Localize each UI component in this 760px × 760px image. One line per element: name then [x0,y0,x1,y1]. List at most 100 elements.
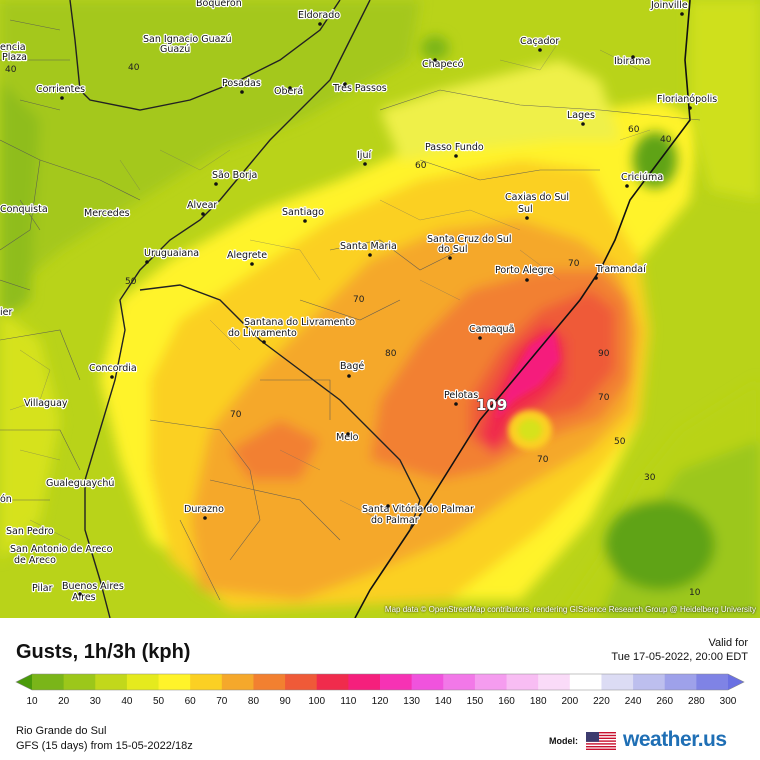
scale-tick-label: 40 [121,696,133,707]
max-gust-label: 109 [476,396,507,414]
city-label: Camaquã [469,324,514,335]
city-label: ier [0,307,12,318]
municipal-borders [9,39,651,541]
city-label: do Palmar [371,515,419,526]
scale-swatch [380,674,413,690]
city-label: do Livramento [228,328,297,339]
city-label: Ijuí [357,150,371,161]
city-label: Gualeguaychú [46,478,114,489]
city-label: Passo Fundo [425,142,484,153]
gust-core [495,330,560,450]
city-label: San Pedro [6,526,54,537]
city-label: Chapecó [422,59,464,70]
region-name: Rio Grande do Sul [16,725,107,737]
isoline-label: 40 [128,63,140,73]
isoline-label: 90 [598,349,610,359]
valid-value: Tue 17-05-2022, 20:00 EDT [611,651,748,663]
city-label: Bagé [340,361,364,372]
city-label: Santa Cruz do Sul [427,234,512,245]
scale-tick-label: 120 [372,696,389,707]
legend-title: Gusts, 1h/3h (kph) [16,641,191,663]
valid-label: Valid for [708,637,748,649]
scale-swatch [221,674,254,690]
gust-shading [0,0,700,610]
isoline-label: 40 [660,135,672,145]
admin-borders [0,19,701,601]
city-label: San Ignacio Guazú [143,34,231,45]
city-label: Uruguaiana [144,248,199,259]
isoline-label: 50 [614,437,626,447]
isoline-label: 70 [353,295,365,305]
city-label: São Borja [212,170,257,181]
scale-tick-label: 90 [280,696,292,707]
scale-tick-label: 160 [498,696,515,707]
city-label: Durazno [184,504,224,515]
scale-swatch [728,674,744,690]
scale-tick-label: 260 [656,696,673,707]
map-attribution[interactable]: Map data © OpenStreetMap contributors, r… [384,605,756,614]
scale-swatch [158,674,191,690]
scale-swatch [474,674,508,690]
city-label: Alegrete [227,250,267,261]
isoline-label: 60 [415,161,427,171]
scale-swatch [601,674,634,690]
scale-swatch [696,674,729,690]
city-label: Pelotas [444,390,478,401]
scale-tick-label: 110 [340,696,356,707]
city-label: Boqueron [196,0,242,9]
isoline-label: 30 [644,473,656,483]
scale-tick-label: 30 [90,696,102,707]
city-label: Santana do Livramento [244,317,355,328]
scale-swatch [190,674,223,690]
city-label: Sul [518,204,533,215]
city-label: ón [0,494,12,505]
city-label: Lages [567,110,595,121]
us-flag-icon [586,732,616,750]
city-label: Pilar [32,583,53,594]
city-label: Porto Alegre [495,265,553,276]
isoline-label: 70 [537,455,549,465]
city-label: de Areco [14,555,56,566]
scale-tick-label: 130 [403,696,420,707]
isoline-label: 50 [125,277,137,287]
scale-swatch [253,674,286,690]
country-border [84,0,371,618]
scale-tick-label: 200 [561,696,578,707]
city-label: Concordia [89,363,137,374]
city-label: Caxias do Sul [505,192,569,203]
scale-tick-label: 70 [216,696,228,707]
scale-swatch [569,674,602,690]
city-label: Alvear [187,200,217,211]
scale-swatch [285,674,318,690]
scale-swatch [16,674,32,690]
scale-tick-label: 50 [153,696,165,707]
city-label: Corrientes [36,84,85,95]
city-label: encia [0,42,26,53]
scale-swatch [664,674,697,690]
color-scale: 10 20 30 40 50 60 70 80 90 100 110 120 130 140 150 160 1… [15,673,745,707]
city-label: Conquista [0,204,48,215]
scale-swatch [32,674,65,690]
coastline [354,0,691,618]
scale-swatch [506,674,539,690]
city-label: Eldorado [298,10,340,21]
valid-time: Valid for Tue 17-05-2022, 20:00 EDT [611,636,748,664]
city-label: Mercedes [84,208,130,219]
scale-tick-label: 280 [688,696,705,707]
city-label: Posadas [222,78,261,89]
model-run: GFS (15 days) from 15-05-2022/18z [16,740,193,752]
scale-tick-label: 100 [308,696,325,707]
city-label: Oberá [274,86,303,97]
scale-swatch [348,674,381,690]
scale-swatch [316,674,349,690]
city-label: Santa Maria [340,241,397,252]
city-label: Três Passos [332,83,387,94]
city-label: Melo [336,432,359,443]
scale-swatch [411,674,444,690]
city-label: Florianópolis [657,94,717,105]
city-label: Criciúma [621,172,663,183]
city-label: do Sul [438,244,468,255]
city-label: Santiago [282,207,324,218]
scale-tick-label: 20 [58,696,70,707]
brand-logo[interactable]: Model: weather.us [549,728,749,754]
